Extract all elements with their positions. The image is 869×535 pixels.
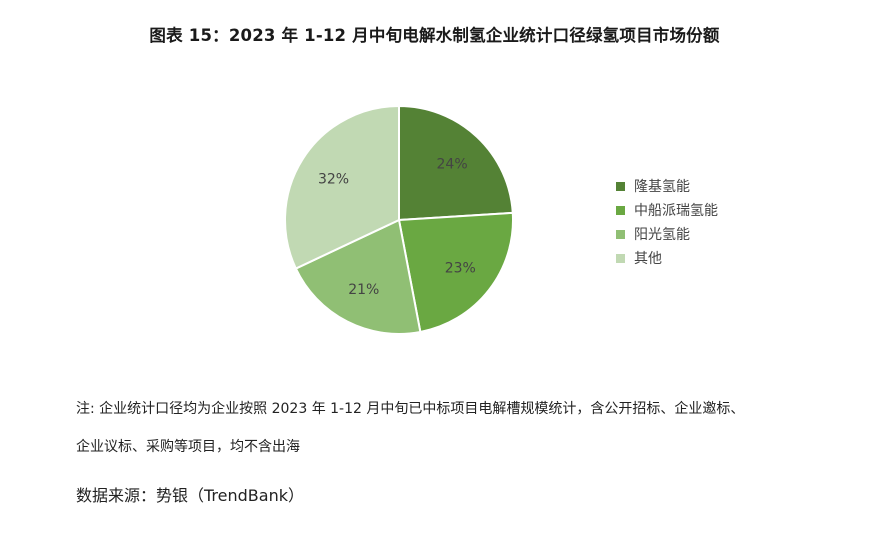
slice-longi bbox=[398, 104, 514, 222]
chart-title: 图表 15：2023 年 1-12 月中旬电解水制氢企业统计口径绿氢项目市场份额 bbox=[149, 26, 720, 45]
legend-swatch bbox=[616, 181, 625, 191]
legend-swatch bbox=[616, 229, 625, 239]
slice-sungrow bbox=[294, 218, 422, 335]
slice-percentage-label: 21% bbox=[348, 282, 379, 298]
footnote-line-1: 注: 企业统计口径均为企业按照 2023 年 1-12 月中旬已中标项目电解槽规… bbox=[76, 401, 745, 417]
legend-swatch bbox=[616, 253, 625, 263]
slice-cssc-peric bbox=[397, 211, 514, 334]
slice-others bbox=[284, 104, 400, 270]
legend-label: 中船派瑞氢能 bbox=[634, 203, 718, 219]
pie-chart: 24% 23% 21% 32% bbox=[284, 104, 514, 335]
legend-item-others: 其他 bbox=[616, 246, 718, 270]
slice-percentage-label: 32% bbox=[318, 171, 349, 187]
legend-label: 隆基氢能 bbox=[634, 179, 690, 195]
legend-label: 其他 bbox=[634, 251, 662, 267]
data-source: 数据来源：势银（TrendBank） bbox=[76, 486, 304, 505]
chart-legend: 隆基氢能 中船派瑞氢能 阳光氢能 其他 bbox=[616, 174, 718, 270]
slice-percentage-label: 23% bbox=[445, 261, 476, 277]
legend-swatch bbox=[616, 205, 625, 215]
footnote-line-2: 企业议标、采购等项目，均不含出海 bbox=[76, 439, 300, 455]
legend-item-longi: 隆基氢能 bbox=[616, 174, 718, 198]
footnote: 注: 企业统计口径均为企业按照 2023 年 1-12 月中旬已中标项目电解槽规… bbox=[76, 390, 846, 466]
slice-percentage-label: 24% bbox=[437, 156, 468, 172]
legend-label: 阳光氢能 bbox=[634, 227, 690, 243]
legend-item-sungrow: 阳光氢能 bbox=[616, 222, 718, 246]
legend-item-cssc-peric: 中船派瑞氢能 bbox=[616, 198, 718, 222]
